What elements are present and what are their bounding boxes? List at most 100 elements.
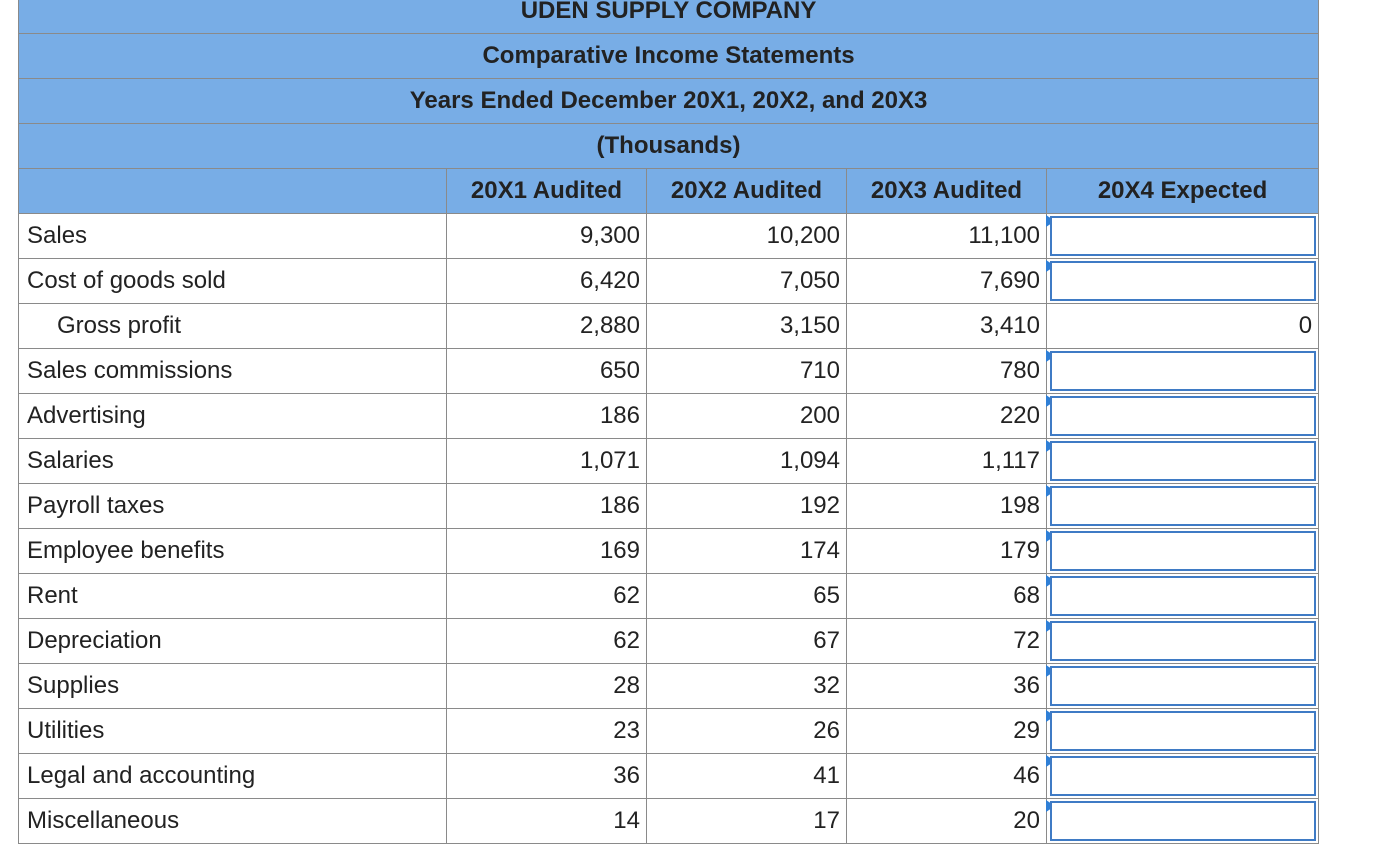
expected-20x4-input[interactable] [1050,621,1317,661]
value-y3: 179 [846,528,1047,574]
expected-20x4-input[interactable] [1050,216,1317,256]
value-y1: 14 [446,798,647,844]
column-header-row: 20X1 Audited 20X2 Audited 20X3 Audited 2… [18,168,1320,214]
value-y3: 11,100 [846,213,1047,259]
row-label: Salaries [18,438,447,484]
row-label: Gross profit [18,303,447,349]
value-y3: 7,690 [846,258,1047,304]
value-y3: 68 [846,573,1047,619]
expected-20x4-input[interactable] [1050,486,1317,526]
expected-20x4-input[interactable] [1050,756,1317,796]
row-label: Legal and accounting [18,753,447,799]
table-row: Rent 62 65 68 [18,573,1320,619]
title-row: (Thousands) [17,123,1320,169]
expected-20x4-input[interactable] [1050,711,1317,751]
income-statement-table: UDEN SUPPLY COMPANY Comparative Income S… [17,0,1320,844]
company-name: UDEN SUPPLY COMPANY [17,0,1320,34]
statement-units: (Thousands) [17,123,1320,169]
expected-20x4-input[interactable] [1050,801,1317,841]
value-y3: 29 [846,708,1047,754]
value-y2: 1,094 [646,438,847,484]
value-y2: 26 [646,708,847,754]
expected-20x4-cell [1045,213,1320,259]
expected-20x4-input[interactable] [1050,576,1317,616]
statement-title: Comparative Income Statements [17,33,1320,79]
value-y2: 200 [646,393,847,439]
value-y1: 9,300 [446,213,647,259]
column-header-20x2: 20X2 Audited [646,168,847,214]
value-y2: 10,200 [646,213,847,259]
value-y2: 192 [646,483,847,529]
row-label: Payroll taxes [18,483,447,529]
expected-20x4-cell [1045,438,1320,484]
table-row: Gross profit 2,880 3,150 3,410 0 [18,303,1320,349]
expected-20x4-cell [1045,618,1320,664]
row-label: Sales [18,213,447,259]
row-label: Employee benefits [18,528,447,574]
table-row: Legal and accounting 36 41 46 [18,753,1320,799]
value-y2: 7,050 [646,258,847,304]
value-y3: 72 [846,618,1047,664]
expected-20x4-cell [1045,573,1320,619]
value-y1: 62 [446,573,647,619]
value-y3: 20 [846,798,1047,844]
value-y1: 23 [446,708,647,754]
value-y2: 3,150 [646,303,847,349]
title-row: Years Ended December 20X1, 20X2, and 20X… [17,78,1320,124]
value-y3: 46 [846,753,1047,799]
value-y1: 62 [446,618,647,664]
value-y1: 2,880 [446,303,647,349]
column-header-20x4: 20X4 Expected [1045,168,1320,214]
value-y3: 780 [846,348,1047,394]
value-y1: 1,071 [446,438,647,484]
column-header-20x1: 20X1 Audited [446,168,647,214]
expected-20x4-input[interactable] [1050,441,1317,481]
row-label: Sales commissions [18,348,447,394]
value-y1: 186 [446,483,647,529]
value-y3: 198 [846,483,1047,529]
expected-20x4-input[interactable] [1050,666,1317,706]
column-header-20x3: 20X3 Audited [846,168,1047,214]
row-label: Miscellaneous [18,798,447,844]
value-y2: 174 [646,528,847,574]
expected-20x4-input[interactable] [1050,396,1317,436]
value-y2: 32 [646,663,847,709]
value-y3: 1,117 [846,438,1047,484]
expected-20x4-input[interactable] [1050,261,1317,301]
statement-period: Years Ended December 20X1, 20X2, and 20X… [17,78,1320,124]
title-row: Comparative Income Statements [17,33,1320,79]
value-y1: 650 [446,348,647,394]
title-row: UDEN SUPPLY COMPANY [17,0,1320,34]
expected-20x4-input[interactable] [1050,351,1317,391]
row-label: Rent [18,573,447,619]
value-y3: 220 [846,393,1047,439]
row-label: Advertising [18,393,447,439]
expected-20x4-cell [1045,483,1320,529]
value-y2: 41 [646,753,847,799]
table-row: Advertising 186 200 220 [18,393,1320,439]
value-y1: 186 [446,393,647,439]
table-row: Salaries 1,071 1,094 1,117 [18,438,1320,484]
table-row: Employee benefits 169 174 179 [18,528,1320,574]
value-y2: 17 [646,798,847,844]
value-y2: 65 [646,573,847,619]
expected-20x4-cell [1045,798,1320,844]
value-y3: 36 [846,663,1047,709]
table-row: Utilities 23 26 29 [18,708,1320,754]
value-y2: 67 [646,618,847,664]
computed-value-20x4: 0 [1045,303,1320,349]
table-row: Payroll taxes 186 192 198 [18,483,1320,529]
expected-20x4-cell [1045,348,1320,394]
row-label: Utilities [18,708,447,754]
value-y1: 6,420 [446,258,647,304]
column-header-label [18,168,447,214]
value-y1: 36 [446,753,647,799]
value-y2: 710 [646,348,847,394]
expected-20x4-input[interactable] [1050,531,1317,571]
table-row: Depreciation 62 67 72 [18,618,1320,664]
table-row: Sales 9,300 10,200 11,100 [18,213,1320,259]
expected-20x4-cell [1045,663,1320,709]
table-row: Sales commissions 650 710 780 [18,348,1320,394]
table-row: Supplies 28 32 36 [18,663,1320,709]
table-row: Miscellaneous 14 17 20 [18,798,1320,844]
